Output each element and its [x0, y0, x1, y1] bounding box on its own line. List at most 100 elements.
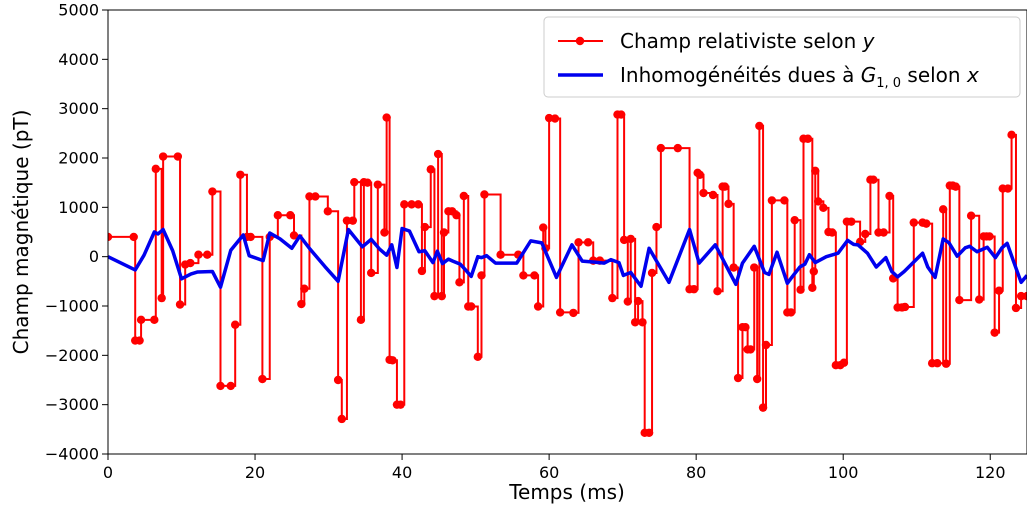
data-point-champ-relativiste	[363, 178, 372, 187]
data-point-champ-relativiste	[900, 302, 910, 312]
data-point-champ-relativiste	[638, 318, 647, 327]
y-tick-label: 5000	[58, 1, 99, 20]
data-point-champ-relativiste	[608, 293, 617, 303]
data-point-champ-relativiste	[175, 300, 185, 309]
data-point-champ-relativiste	[226, 381, 235, 391]
data-point-champ-relativiste	[208, 187, 217, 196]
data-point-champ-relativiste	[157, 293, 166, 303]
data-point-champ-relativiste	[955, 295, 964, 305]
data-point-champ-relativiste	[741, 323, 750, 332]
data-point-champ-relativiste	[626, 234, 635, 244]
data-point-champ-relativiste	[186, 258, 195, 268]
x-axis: 0 20 40 60 80 100 120	[103, 454, 1006, 482]
data-point-champ-relativiste	[633, 296, 643, 306]
data-point-champ-relativiste	[356, 315, 366, 325]
data-point-champ-relativiste	[652, 222, 661, 232]
data-point-champ-relativiste	[426, 165, 435, 174]
data-point-champ-relativiste	[975, 295, 984, 304]
data-point-champ-relativiste	[216, 381, 225, 391]
data-point-champ-relativiste	[885, 191, 894, 201]
x-tick-label: 120	[975, 463, 1006, 482]
data-point-champ-relativiste	[173, 152, 183, 161]
data-point-champ-relativiste	[367, 268, 376, 278]
legend: Champ relativiste selon y Inhomogénéités…	[543, 16, 1021, 98]
data-point-champ-relativiste	[203, 250, 212, 259]
data-point-champ-relativiste	[396, 400, 405, 409]
x-tick-label: 40	[392, 463, 412, 482]
data-point-champ-relativiste	[273, 211, 283, 220]
data-point-champ-relativiste	[695, 170, 705, 179]
legend-box	[543, 16, 1021, 98]
data-point-champ-relativiste	[452, 211, 461, 220]
data-point-champ-relativiste	[814, 197, 823, 206]
data-point-champ-relativiste	[827, 228, 837, 237]
y-tick-label: −1000	[45, 297, 99, 316]
legend-label-rest: selon	[901, 63, 967, 87]
data-point-champ-relativiste	[985, 232, 994, 241]
data-point-champ-relativiste	[533, 302, 543, 311]
data-point-champ-relativiste	[922, 219, 931, 228]
data-point-champ-relativiste	[539, 223, 548, 232]
data-point-champ-relativiste	[786, 308, 796, 317]
data-point-champ-relativiste	[746, 345, 755, 354]
plot-frame	[107, 9, 1027, 455]
data-point-champ-relativiste	[803, 134, 813, 143]
data-point-champ-relativiste	[574, 238, 583, 247]
legend-label-sub: 1, 0	[876, 76, 901, 91]
legend-label-main: Champ relativiste selon	[620, 29, 863, 53]
legend-label-var: y	[862, 29, 876, 53]
data-point-champ-relativiste	[433, 149, 443, 159]
data-point-champ-relativiste	[350, 177, 359, 187]
x-axis-label: Temps (ms)	[508, 480, 625, 504]
data-point-champ-relativiste	[755, 121, 764, 131]
data-point-champ-relativiste	[348, 216, 358, 225]
data-point-champ-relativiste	[941, 359, 951, 368]
series-line-inhomogeneites	[108, 226, 1027, 290]
data-point-champ-relativiste	[382, 113, 391, 122]
data-point-champ-relativiste	[420, 222, 430, 232]
x-tick-label: 100	[828, 463, 859, 482]
data-point-champ-relativiste	[569, 308, 578, 318]
data-point-champ-relativiste	[796, 285, 805, 294]
data-point-champ-relativiste	[236, 170, 245, 179]
data-point-champ-relativiste	[994, 286, 1004, 295]
x-tick-label: 60	[539, 463, 559, 482]
data-point-champ-relativiste	[530, 271, 539, 280]
data-point-champ-relativiste	[337, 414, 346, 424]
data-point-champ-relativiste	[108, 232, 113, 242]
legend-label-var2: x	[966, 63, 979, 87]
data-point-champ-relativiste	[847, 217, 856, 226]
x-tick-label: 80	[686, 463, 706, 482]
data-point-champ-relativiste	[933, 359, 942, 368]
data-point-champ-relativiste	[333, 375, 343, 385]
y-tick-label: 0	[89, 247, 99, 266]
data-point-champ-relativiste	[300, 284, 309, 293]
data-point-champ-relativiste	[767, 196, 777, 205]
data-point-champ-relativiste	[230, 320, 240, 329]
y-tick-label: 1000	[58, 198, 99, 217]
data-point-champ-relativiste	[289, 231, 299, 240]
data-point-champ-relativiste	[407, 200, 416, 209]
data-point-champ-relativiste	[150, 315, 159, 325]
y-axis-label: Champ magnétique (pT)	[9, 110, 33, 355]
data-point-champ-relativiste	[733, 373, 743, 383]
x-tick-label: 20	[245, 463, 265, 482]
data-point-champ-relativiste	[480, 190, 489, 199]
data-point-champ-relativiste	[729, 263, 738, 272]
data-point-champ-relativiste	[437, 291, 446, 301]
data-point-champ-relativiste	[430, 291, 439, 301]
data-point-champ-relativiste	[439, 228, 449, 237]
data-point-champ-relativiste	[246, 232, 255, 242]
data-point-champ-relativiste	[311, 192, 320, 201]
data-point-champ-relativiste	[809, 267, 818, 276]
data-point-champ-relativiste	[938, 205, 948, 214]
data-point-champ-relativiste	[373, 180, 383, 189]
data-point-champ-relativiste	[135, 336, 144, 345]
data-point-champ-relativiste	[713, 287, 722, 296]
data-point-champ-relativiste	[780, 196, 789, 205]
data-point-champ-relativiste	[417, 266, 427, 276]
data-point-champ-relativiste	[673, 143, 682, 153]
data-point-champ-relativiste	[750, 263, 759, 272]
data-point-champ-relativiste	[466, 302, 476, 311]
